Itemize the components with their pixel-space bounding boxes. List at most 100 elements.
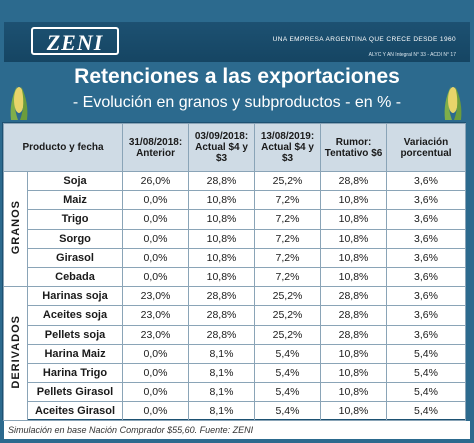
- table-cell: 23,0%: [122, 286, 190, 307]
- product-name: Trigo: [26, 209, 124, 230]
- table-cell: 8,1%: [188, 362, 256, 384]
- table-cell: 10,8%: [320, 247, 388, 268]
- page-title: Retenciones a las exportaciones: [74, 65, 400, 88]
- table-row: Harina Trigo 0,0% 8,1% 5,4% 10,8% 5,4%: [4, 362, 467, 384]
- table-row: DERIVADOS Harinas soja 23,0% 28,8% 25,2% 28,8…: [3, 286, 467, 422]
- header-col-5: Variación porcentual: [386, 123, 467, 172]
- header-col-1: 31/08/2018: Anterior: [122, 123, 190, 172]
- retenciones-table: Producto y fecha 31/08/2018: Anterior 03…: [2, 122, 467, 422]
- table-row: Aceites soja 23,0% 28,8% 25,2% 28,8% 3,6%: [4, 305, 467, 326]
- group-label-text: GRANOS: [9, 200, 22, 255]
- table-row: Girasol 0,0% 10,8% 7,2% 10,8% 3,6%: [4, 247, 467, 268]
- product-name: Harina Trigo: [26, 362, 124, 384]
- product-name: Aceites soja: [26, 305, 124, 326]
- table-cell: 28,8%: [320, 286, 388, 307]
- table-cell: 3,6%: [386, 286, 467, 307]
- table-row: Pellets Girasol 0,0% 8,1% 5,4% 10,8% 5,4%: [4, 382, 467, 403]
- table-cell: 0,0%: [122, 382, 190, 403]
- table-cell: 28,8%: [188, 305, 256, 326]
- product-name: Sorgo: [26, 228, 124, 249]
- table-cell: 10,8%: [320, 228, 388, 249]
- table-cell: 7,2%: [254, 209, 322, 230]
- product-name: Girasol: [26, 247, 124, 268]
- product-name: Cebada: [26, 266, 124, 288]
- table-cell: 10,8%: [320, 266, 388, 288]
- header-product: Producto y fecha: [2, 123, 124, 172]
- table-row: GRANOS Soja 26,0% 28,8% 25,2% 28,8% 3,6%: [3, 170, 467, 288]
- table-cell: 3,6%: [386, 247, 467, 268]
- table-cell: 25,2%: [254, 286, 322, 307]
- table-row: Aceites Girasol 0,0% 8,1% 5,4% 10,8% 5,4%: [4, 401, 467, 422]
- table-cell: 10,8%: [320, 362, 388, 384]
- table-cell: 25,2%: [254, 305, 322, 326]
- table-cell: 7,2%: [254, 190, 322, 211]
- header-col-3: 13/08/2019: Actual $4 y $3: [254, 123, 322, 172]
- table-cell: 3,6%: [386, 170, 467, 192]
- product-name: Soja: [26, 170, 124, 192]
- group-label: GRANOS: [3, 170, 28, 288]
- group-label: DERIVADOS: [3, 286, 28, 422]
- table-cell: 5,4%: [254, 401, 322, 422]
- product-name: Aceites Girasol: [26, 401, 124, 422]
- product-name: Maiz: [26, 190, 124, 211]
- group-label-text: DERIVADOS: [9, 315, 22, 390]
- corn-icon: [444, 86, 462, 120]
- table-cell: 7,2%: [254, 247, 322, 268]
- product-name: Harinas soja: [26, 286, 124, 307]
- zeni-logo: ZENI: [31, 27, 119, 55]
- product-name: Pellets Girasol: [26, 382, 124, 403]
- corn-icon: [10, 86, 28, 120]
- product-name: Pellets soja: [26, 324, 124, 345]
- table-cell: 0,0%: [122, 228, 190, 249]
- table-row: Maiz 0,0% 10,8% 7,2% 10,8% 3,6%: [4, 190, 467, 211]
- table-cell: 28,8%: [320, 170, 388, 192]
- header-col-2: 03/09/2018: Actual $4 y $3: [188, 123, 256, 172]
- table-cell: 0,0%: [122, 343, 190, 364]
- table-cell: 3,6%: [386, 324, 467, 345]
- table-cell: 26,0%: [122, 170, 190, 192]
- header-col-4: Rumor: Tentativo $6: [320, 123, 388, 172]
- table-cell: 8,1%: [188, 343, 256, 364]
- table-row: Sorgo 0,0% 10,8% 7,2% 10,8% 3,6%: [4, 228, 467, 249]
- table-cell: 7,2%: [254, 228, 322, 249]
- table-row: Harina Maiz 0,0% 8,1% 5,4% 10,8% 5,4%: [4, 343, 467, 364]
- table-cell: 10,8%: [320, 401, 388, 422]
- table-cell: 10,8%: [320, 382, 388, 403]
- table-cell: 10,8%: [188, 209, 256, 230]
- table-cell: 28,8%: [188, 170, 256, 192]
- brand-legal-text: ALYC Y AN Integral N° 33 - ACDI N° 17: [368, 52, 456, 58]
- table-cell: 3,6%: [386, 228, 467, 249]
- table-cell: 5,4%: [386, 362, 467, 384]
- table-cell: 3,6%: [386, 190, 467, 211]
- table-cell: 5,4%: [386, 343, 467, 364]
- footnote: Simulación en base Nación Comprador $55,…: [4, 421, 470, 439]
- table-cell: 10,8%: [188, 266, 256, 288]
- table-body: GRANOS Soja 26,0% 28,8% 25,2% 28,8% 3,6% Maiz 0,…: [3, 170, 467, 422]
- product-name: Harina Maiz: [26, 343, 124, 364]
- table-cell: 5,4%: [386, 382, 467, 403]
- table-cell: 5,4%: [386, 401, 467, 422]
- table-cell: 0,0%: [122, 209, 190, 230]
- table-cell: 10,8%: [188, 190, 256, 211]
- table-cell: 5,4%: [254, 382, 322, 403]
- table-row: Trigo 0,0% 10,8% 7,2% 10,8% 3,6%: [4, 209, 467, 230]
- page-subtitle: - Evolución en granos y subproductos - e…: [72, 94, 402, 111]
- table-cell: 3,6%: [386, 305, 467, 326]
- table-cell: 3,6%: [386, 266, 467, 288]
- table-cell: 5,4%: [254, 362, 322, 384]
- table-cell: 10,8%: [320, 343, 388, 364]
- table-cell: 3,6%: [386, 209, 467, 230]
- table-cell: 5,4%: [254, 343, 322, 364]
- table-cell: 0,0%: [122, 401, 190, 422]
- table-cell: 28,8%: [320, 305, 388, 326]
- table-cell: 10,8%: [188, 228, 256, 249]
- table-cell: 0,0%: [122, 190, 190, 211]
- table-cell: 28,8%: [320, 324, 388, 345]
- table-cell: 0,0%: [122, 247, 190, 268]
- table-cell: 25,2%: [254, 324, 322, 345]
- table-cell: 10,8%: [320, 209, 388, 230]
- table-cell: 23,0%: [122, 305, 190, 326]
- table-cell: 28,8%: [188, 286, 256, 307]
- table-cell: 8,1%: [188, 382, 256, 403]
